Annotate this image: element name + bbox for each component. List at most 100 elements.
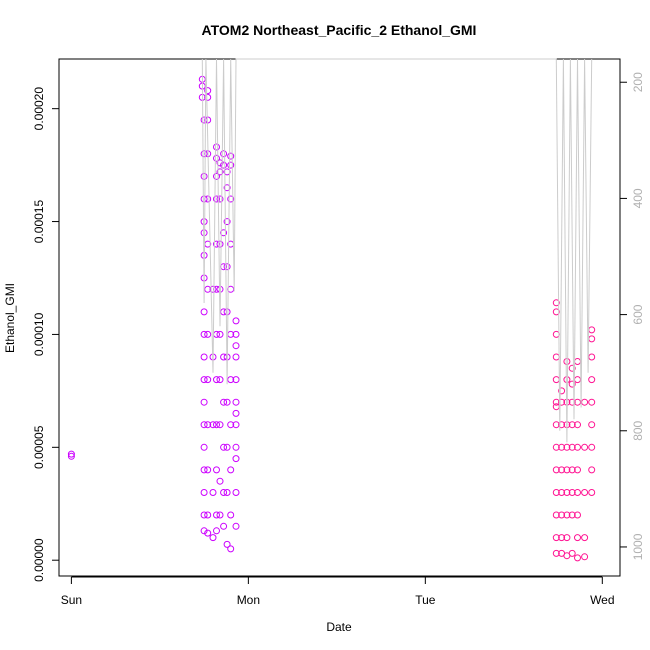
- data-point: [213, 240, 220, 248]
- data-point: [200, 353, 208, 361]
- data-point: [209, 489, 217, 496]
- data-point: [232, 376, 240, 384]
- data-point: [563, 358, 571, 365]
- data-point: [588, 421, 596, 429]
- data-point: [232, 342, 240, 350]
- y-tick-label: 0.00000: [32, 538, 46, 582]
- data-point: [216, 511, 224, 519]
- data-point: [227, 511, 235, 519]
- data-point: [200, 527, 208, 535]
- data-point: [220, 150, 228, 158]
- data-point: [216, 159, 224, 167]
- data-point: [581, 443, 589, 451]
- data-point: [552, 511, 560, 519]
- data-point: [563, 443, 571, 451]
- data-point: [588, 335, 596, 343]
- data-point: [216, 330, 224, 338]
- data-point: [216, 195, 224, 203]
- y-axis-right: 200 400 600 800 1000: [619, 72, 645, 560]
- data-point: [588, 489, 596, 496]
- data-point: [588, 466, 596, 474]
- data-point: [232, 443, 240, 451]
- data-point: [220, 161, 228, 169]
- data-point: [213, 376, 220, 384]
- data-point: [581, 489, 589, 496]
- data-point: [581, 553, 589, 561]
- y-tick-label: 0.00005: [32, 425, 46, 469]
- data-point: [558, 443, 566, 451]
- data-point: [568, 549, 576, 557]
- data-point: [213, 421, 220, 429]
- data-point: [223, 184, 231, 192]
- data-point: [574, 421, 581, 429]
- data-point: [227, 161, 235, 169]
- y2-tick-label: 200: [631, 72, 645, 92]
- data-point: [209, 421, 217, 429]
- data-point: [574, 511, 581, 519]
- x-tick-label: Wed: [590, 593, 614, 607]
- data-point: [568, 364, 576, 372]
- x-tick-label: Mon: [237, 593, 260, 607]
- data-point: [223, 540, 231, 548]
- data-point: [213, 466, 220, 474]
- data-point: [588, 398, 596, 406]
- data-point: [232, 317, 240, 325]
- data-point: [552, 299, 560, 307]
- secondary-line-path: [201, 58, 593, 443]
- data-point: [581, 534, 589, 542]
- data-point: [213, 154, 220, 162]
- data-point: [200, 172, 208, 180]
- data-point: [200, 421, 208, 429]
- data-point: [574, 358, 581, 365]
- data-point: [232, 330, 240, 338]
- data-point: [558, 387, 566, 395]
- data-point: [209, 534, 217, 542]
- data-point: [204, 93, 212, 101]
- data-point: [558, 466, 566, 474]
- data-point: [568, 398, 576, 406]
- data-point: [213, 527, 220, 535]
- data-point: [568, 443, 576, 451]
- data-point: [223, 398, 231, 406]
- data-point: [552, 308, 560, 316]
- data-point: [574, 489, 581, 496]
- data-point: [552, 376, 560, 384]
- data-point: [558, 511, 566, 519]
- data-point: [223, 443, 231, 451]
- data-point: [213, 143, 220, 151]
- data-point: [568, 380, 576, 388]
- data-point: [563, 376, 571, 384]
- data-point: [588, 376, 596, 384]
- plot-area: [58, 58, 621, 577]
- data-point: [574, 376, 581, 384]
- y2-tick-label: 1000: [631, 533, 645, 560]
- data-point: [220, 522, 228, 530]
- data-point: [232, 421, 240, 429]
- y-tick-label: 0.00015: [32, 200, 46, 244]
- data-point: [204, 529, 212, 537]
- data-point: [558, 398, 566, 406]
- data-point: [204, 511, 212, 519]
- data-point: [223, 218, 231, 226]
- data-point: [574, 443, 581, 451]
- x-tick-label: Tue: [415, 593, 436, 607]
- data-point: [558, 489, 566, 496]
- data-point: [574, 554, 581, 562]
- data-point: [558, 534, 566, 542]
- data-point: [574, 534, 581, 542]
- y2-tick-label: 400: [631, 188, 645, 208]
- data-point: [232, 409, 240, 417]
- data-point: [552, 534, 560, 542]
- data-point: [568, 511, 576, 519]
- data-point: [232, 455, 240, 463]
- data-point: [204, 330, 212, 338]
- data-point: [213, 195, 220, 203]
- chart-title: ATOM2 Northeast_Pacific_2 Ethanol_GMI: [202, 22, 477, 38]
- data-point: [232, 522, 240, 530]
- y-tick-label: 0.00010: [32, 312, 46, 356]
- data-point: [227, 545, 235, 553]
- x-tick-label: Sun: [61, 593, 82, 607]
- data-point: [552, 466, 560, 474]
- data-point: [216, 421, 224, 429]
- data-point: [200, 489, 208, 496]
